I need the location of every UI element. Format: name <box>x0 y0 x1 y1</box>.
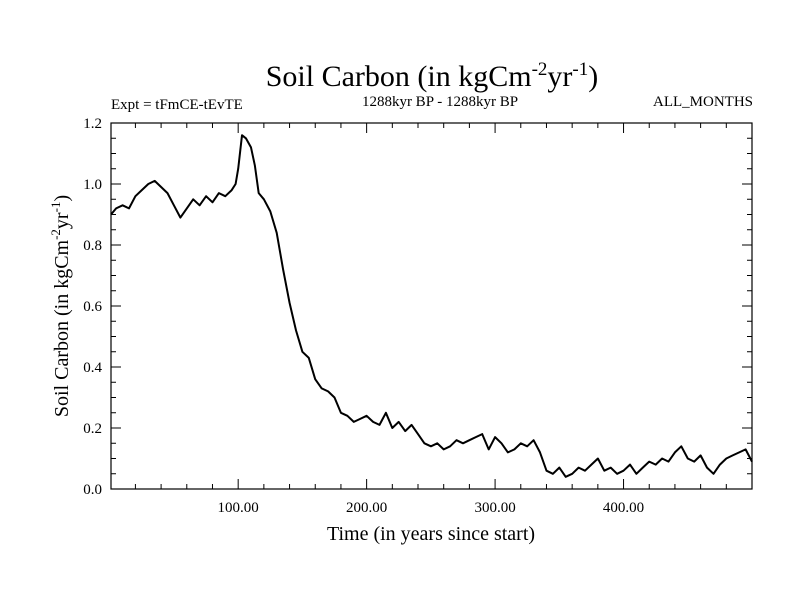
x-axis-label: Time (in years since start) <box>327 523 535 545</box>
axis-ticks <box>111 123 752 489</box>
x-tick-label: 100.00 <box>218 500 259 516</box>
chart-title: Soil Carbon (in kgCm-2yr-1) <box>266 59 599 93</box>
x-tick-label: 300.00 <box>474 500 515 516</box>
y-tick-label: 0.6 <box>83 299 102 315</box>
subtitle-experiment: Expt = tFmCE-tEvTE <box>111 97 243 113</box>
x-tick-label: 200.00 <box>346 500 387 516</box>
subtitle-months: ALL_MONTHS <box>653 94 753 110</box>
axis-tick-labels: 100.00 200.00 300.00 400.00 0.0 0.2 0.4 0.6 0.8 1… <box>83 116 644 516</box>
y-tick-label: 1.0 <box>83 177 102 193</box>
y-axis-label: Soil Carbon (in kgCm-2yr-1) <box>48 195 73 417</box>
plot-frame <box>110 122 753 490</box>
y-tick-label: 0.2 <box>83 421 102 437</box>
y-tick-label: 0.4 <box>83 360 102 376</box>
x-tick-label: 400.00 <box>603 500 644 516</box>
series-line-soil-carbon <box>110 134 753 478</box>
y-tick-label: 0.0 <box>83 482 102 498</box>
y-tick-label: 0.8 <box>83 238 102 254</box>
subtitle-period: 1288kyr BP - 1288kyr BP <box>362 94 518 110</box>
y-tick-label: 1.2 <box>83 116 102 132</box>
